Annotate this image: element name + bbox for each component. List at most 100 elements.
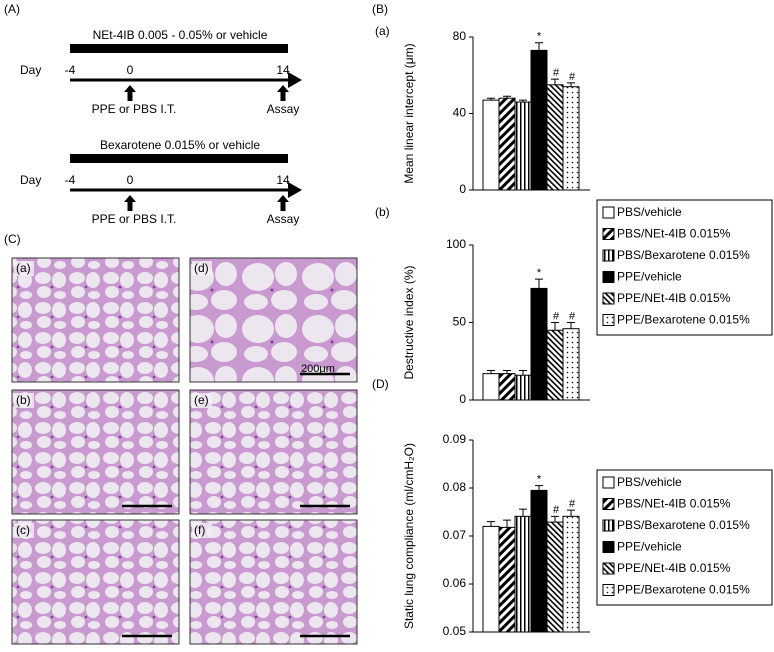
error-bar [519, 99, 527, 103]
panel-label: (A) [4, 2, 20, 16]
significance-marker: # [569, 71, 576, 83]
legend-label: PPE/vehicle [617, 540, 682, 554]
day-label: Day [20, 173, 41, 187]
y-tick-label: 0.08 [443, 480, 467, 494]
error-bar [487, 370, 495, 374]
error-bar [519, 370, 527, 376]
bar [514, 101, 532, 191]
event-arrow [277, 85, 289, 101]
treatment-bar [70, 44, 288, 53]
legend-swatch [602, 206, 615, 219]
bar [562, 328, 580, 401]
bar [514, 374, 532, 401]
y-tick-label: 80 [453, 29, 467, 43]
micrograph-label: (d) [194, 261, 209, 275]
bar [482, 525, 500, 633]
micrograph [11, 519, 180, 645]
significance-marker: # [569, 498, 576, 510]
charts: (a) Mean linear intercept (μm) 0 40 80 * # # (b)… [375, 24, 773, 638]
bar [498, 373, 516, 401]
label-bg [192, 523, 212, 538]
legend-label: PBS/Bexarotene 0.015% [617, 518, 750, 532]
panel-label: (C) [4, 232, 21, 246]
bar [546, 84, 564, 191]
legend-box [596, 469, 773, 606]
event-label: Assay [267, 102, 300, 116]
y-tick-label: 0.05 [443, 624, 467, 638]
micrograph [189, 519, 358, 645]
legend-swatch [602, 476, 615, 489]
significance-marker: # [553, 504, 560, 516]
error-bar [503, 370, 511, 374]
error-bar [503, 519, 511, 528]
bar [498, 97, 516, 191]
legend-swatch [602, 314, 615, 326]
y-axis-label: Destructive index (%) [402, 265, 416, 379]
micrographs: (a) (b) (c) (d) (e) (f) 200μm [11, 257, 358, 645]
day-tick-label: 0 [127, 173, 134, 187]
legend-box [596, 199, 773, 336]
micrograph-label: (e) [194, 393, 209, 407]
legend-label: PBS/NEt-4IB 0.015% [617, 497, 731, 511]
label-bg [14, 261, 34, 276]
panel-label: (D) [372, 377, 389, 391]
error-bar [535, 485, 543, 491]
y-tick-label: 0.09 [443, 432, 467, 446]
event-label: PPE or PBS I.T. [92, 212, 177, 226]
legend-label: PBS/vehicle [617, 205, 682, 219]
event-label: PPE or PBS I.T. [92, 102, 177, 116]
error-bar [519, 508, 527, 517]
micrograph [189, 389, 358, 515]
treatment-label: NEt-4IB 0.005 - 0.05% or vehicle [93, 28, 268, 42]
legend-label: PBS/vehicle [617, 475, 682, 489]
panel-label: (B) [372, 2, 388, 16]
error-bar [551, 515, 559, 523]
error-bar [535, 42, 543, 51]
legend-label: PPE/Bexarotene 0.015% [617, 583, 750, 597]
arrow-head [288, 182, 302, 198]
y-axis-label: Static lung compliance (ml/cmH₂O) [402, 443, 416, 629]
scale-bar-label: 200μm [301, 363, 335, 375]
legend-swatch [602, 584, 615, 596]
day-tick-label: -4 [65, 173, 76, 187]
legend-label: PPE/Bexarotene 0.015% [617, 313, 750, 327]
bar [482, 373, 500, 401]
micrograph [189, 257, 358, 383]
significance-marker: * [537, 474, 542, 486]
significance-marker: * [537, 267, 542, 279]
bar [514, 515, 532, 633]
legend-swatch [602, 271, 615, 283]
legend-label: PBS/Bexarotene 0.015% [617, 248, 750, 262]
error-bar [567, 509, 575, 517]
y-tick-label: 0.07 [443, 528, 467, 542]
day-tick-label: -4 [65, 63, 76, 77]
bar [482, 99, 500, 191]
significance-marker: # [553, 67, 560, 79]
event-label: Assay [267, 212, 300, 226]
micrograph-label: (a) [16, 261, 31, 275]
legend-swatch [602, 562, 615, 575]
micrograph [11, 389, 180, 515]
legend-swatch [602, 228, 615, 240]
legend-swatch [602, 498, 615, 510]
significance-marker: * [537, 31, 542, 43]
label-bg [14, 523, 34, 538]
day-label: Day [20, 63, 41, 77]
label-bg [14, 393, 34, 408]
bar [562, 86, 580, 191]
day-tick-label: 14 [276, 173, 290, 187]
error-bar [487, 97, 495, 101]
error-bar [567, 82, 575, 87]
error-bar [551, 322, 559, 331]
bar [498, 526, 516, 633]
legend-swatch [602, 292, 615, 305]
legend-swatch [602, 249, 615, 262]
y-tick-label: 0 [459, 392, 466, 406]
error-bar [551, 78, 559, 85]
y-tick-label: 100 [446, 237, 466, 251]
day-tick-label: 0 [127, 63, 134, 77]
treatment-label: Bexarotene 0.015% or vehicle [100, 138, 260, 152]
event-arrow [124, 195, 136, 211]
micrograph [11, 257, 180, 383]
